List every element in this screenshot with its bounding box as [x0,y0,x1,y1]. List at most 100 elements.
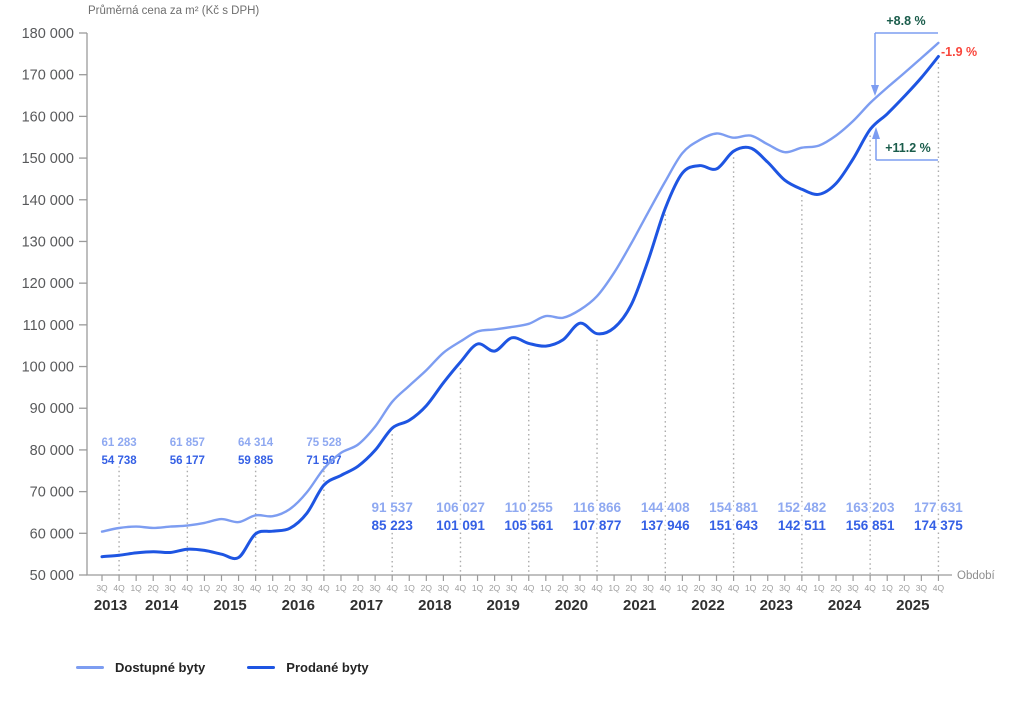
quarter-label: 1Q [540,583,552,593]
dostupne-value-label: 110 255 [505,500,554,515]
y-tick-label: 150 000 [22,151,74,167]
y-tick-label: 110 000 [23,318,74,334]
quarter-label: 4Q [387,583,399,593]
quarter-label: 4Q [455,583,467,593]
y-tick-label: 120 000 [22,276,74,292]
legend-item-dostupne[interactable]: Dostupné byty [76,660,205,675]
quarter-label: 2Q [694,583,706,593]
quarter-label: 3Q [369,583,381,593]
prodane-value-label: 174 375 [914,518,963,533]
legend-label-dostupne: Dostupné byty [115,660,206,675]
quarter-label: 2Q [352,583,364,593]
quarter-label: 3Q [301,583,313,593]
quarter-label: 1Q [472,583,484,593]
dostupne-value-label: 61 283 [101,437,136,449]
quarter-label: 3Q [165,583,177,593]
y-tick-label: 60 000 [30,526,74,542]
quarter-label: 2Q [762,583,774,593]
bracket-top [874,32,938,86]
annotation-gap-change: -1.9 % [941,45,978,59]
arrow-up-icon [872,127,880,139]
year-label: 2015 [213,597,246,614]
quarter-label: 4Q [864,583,876,593]
chart-legend: Dostupné byty Prodané byty [76,660,369,675]
x-axis-title: Období [957,570,995,582]
quarter-label: 2Q [421,583,433,593]
year-label: 2016 [282,597,315,614]
quarter-label: 2Q [148,583,160,593]
quarter-label: 3Q [96,583,108,593]
y-tick-label: 170 000 [22,68,74,84]
quarter-label: 2Q [830,583,842,593]
year-label: 2025 [896,597,929,614]
quarter-label: 1Q [745,583,757,593]
quarter-label: 4Q [591,583,603,593]
year-label: 2018 [418,597,451,614]
dostupne-value-label: 163 203 [846,500,895,515]
quarter-label: 3Q [233,583,245,593]
quarter-label: 1Q [130,583,142,593]
quarter-label: 3Q [779,583,791,593]
y-tick-label: 80 000 [30,443,74,459]
quarter-label: 4Q [250,583,262,593]
prodane-value-label: 59 885 [238,455,274,467]
annotation-prodane-change: +11.2 % [885,141,931,155]
prodane-value-label: 137 946 [641,518,690,533]
quarter-label: 2Q [284,583,296,593]
legend-label-prodane: Prodané byty [286,660,369,675]
quarter-label: 3Q [643,583,655,593]
quarter-label: 1Q [813,583,825,593]
y-tick-label: 180 000 [22,26,74,42]
y-tick-label: 160 000 [22,109,74,125]
year-label: 2017 [350,597,383,614]
dostupne-line-icon [76,665,104,670]
chart-canvas: 50 000 60 000 70 000 80 000 90 000 100 000 110… [21,26,964,614]
quarter-label: 3Q [847,583,859,593]
year-label: 2013 [94,597,127,614]
quarter-label: 1Q [677,583,689,593]
year-label: 2021 [623,597,656,614]
quarter-label: 3Q [438,583,450,593]
quarter-label: 2Q [489,583,501,593]
quarter-label: 4Q [933,583,945,593]
prodane-value-label: 151 643 [709,518,758,533]
y-tick-label: 130 000 [22,234,74,250]
prodane-line-icon [247,665,276,670]
year-label: 2024 [828,597,862,614]
prodane-value-label: 107 877 [573,518,622,533]
year-label: 2014 [145,597,179,614]
dostupne-value-label: 177 631 [914,500,963,515]
dostupne-value-label: 61 857 [170,437,205,449]
dostupne-value-label: 106 027 [436,500,485,515]
bracket-bottom [875,138,938,161]
axis-lines [86,33,952,576]
dostupne-value-label: 144 408 [641,500,690,515]
quarter-label: 4Q [660,583,672,593]
quarter-label: 4Q [182,583,194,593]
prodane-value-label: 142 511 [778,518,827,533]
quarter-label: 2Q [625,583,637,593]
quarter-label: 1Q [404,583,416,593]
quarter-label: 2Q [557,583,569,593]
y-tick-label: 90 000 [30,401,74,417]
quarter-label: 3Q [574,583,586,593]
year-label: 2023 [760,597,793,614]
prodane-value-label: 156 851 [846,518,895,533]
year-label: 2022 [691,597,724,614]
dostupne-value-label: 91 537 [372,500,413,515]
dostupne-value-label: 154 881 [709,500,758,515]
quarter-label: 4Q [796,583,808,593]
curve-prodane [100,55,940,561]
legend-item-prodane[interactable]: Prodané byty [247,660,369,675]
y-tick-label: 100 000 [22,360,74,376]
quarter-label: 1Q [882,583,894,593]
quarter-label: 4Q [318,583,330,593]
dostupne-value-label: 64 314 [238,437,274,449]
quarter-label: 4Q [113,583,125,593]
y-tick-label: 50 000 [30,568,74,584]
year-label: 2020 [555,597,588,614]
annotation-dostupne-change: +8.8 % [886,14,926,28]
quarter-label: 1Q [267,583,279,593]
quarter-label: 1Q [335,583,347,593]
